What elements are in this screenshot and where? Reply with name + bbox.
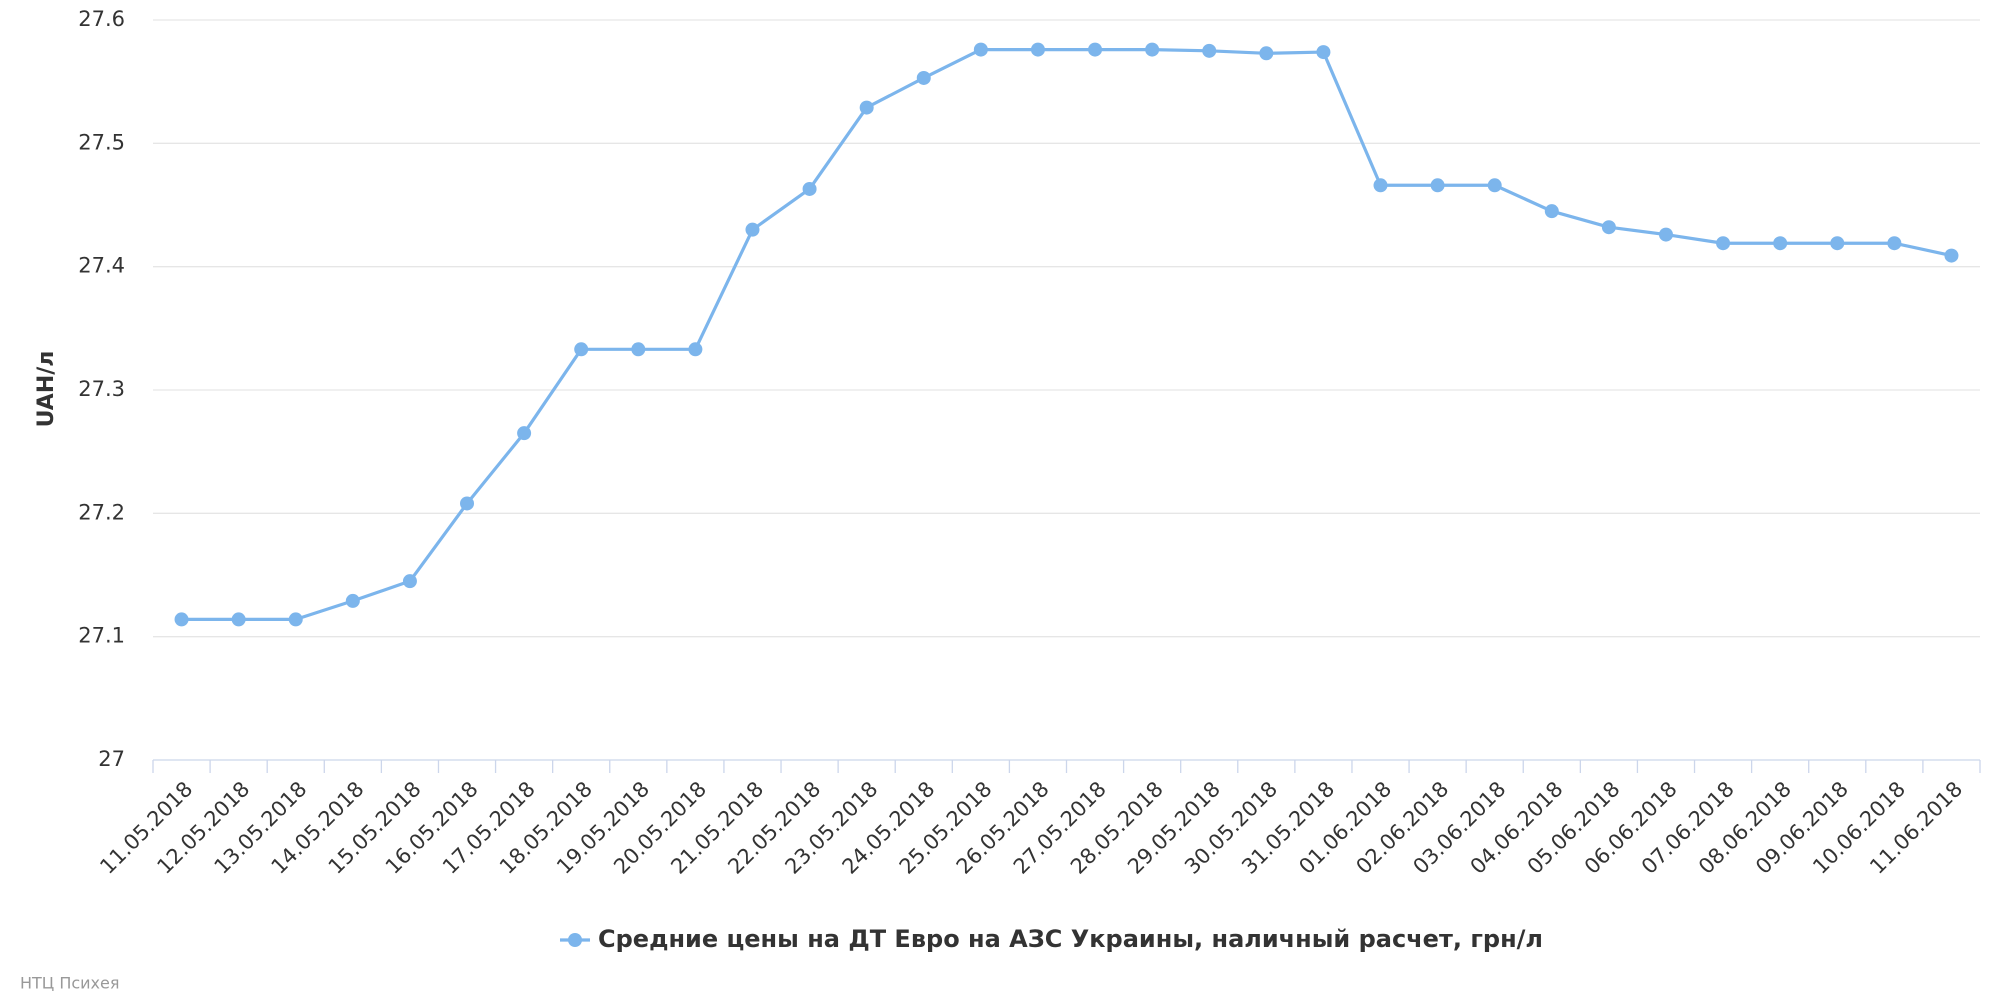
y-tick-label: 27.5: [78, 130, 125, 154]
data-point: [973, 42, 988, 57]
y-tick-label: 27: [98, 747, 125, 771]
data-point: [859, 100, 874, 115]
data-point: [402, 574, 417, 589]
data-point: [688, 342, 703, 357]
data-point: [631, 342, 646, 357]
legend-label: Средние цены на ДТ Евро на АЗС Украины, …: [598, 925, 1543, 953]
data-point: [1373, 178, 1388, 193]
data-point: [1202, 43, 1217, 58]
data-point: [802, 181, 817, 196]
credit: НТЦ Психея: [20, 974, 119, 993]
data-point: [460, 496, 475, 511]
series-line: [181, 48, 1952, 621]
data-point: [916, 70, 931, 85]
data-point: [1830, 236, 1845, 251]
y-tick-label: 27.3: [78, 377, 125, 401]
data-point: [1088, 42, 1103, 57]
data-point: [574, 342, 589, 357]
legend-marker: [568, 933, 582, 947]
data-point: [1601, 220, 1616, 235]
y-tick-label: 27.2: [78, 500, 125, 524]
data-point: [345, 593, 360, 608]
data-point: [174, 612, 189, 627]
data-point: [1030, 42, 1045, 57]
data-point: [1487, 178, 1502, 193]
data-point: [1145, 42, 1160, 57]
data-point: [1430, 178, 1445, 193]
data-point: [1316, 45, 1331, 60]
data-point: [288, 612, 303, 627]
data-point: [1887, 236, 1902, 251]
y-tick-label: 27.1: [78, 624, 125, 648]
data-point: [1259, 46, 1274, 61]
data-point: [231, 612, 246, 627]
y-axis-title: UAH/л: [34, 351, 59, 428]
data-point: [1944, 248, 1959, 263]
data-point: [517, 426, 532, 441]
data-point: [1544, 204, 1559, 219]
data-point: [1716, 236, 1731, 251]
y-tick-label: 27.4: [78, 254, 125, 278]
data-point: [1658, 227, 1673, 242]
data-point: [1773, 236, 1788, 251]
data-point: [745, 222, 760, 237]
y-tick-label: 27.6: [78, 7, 125, 31]
